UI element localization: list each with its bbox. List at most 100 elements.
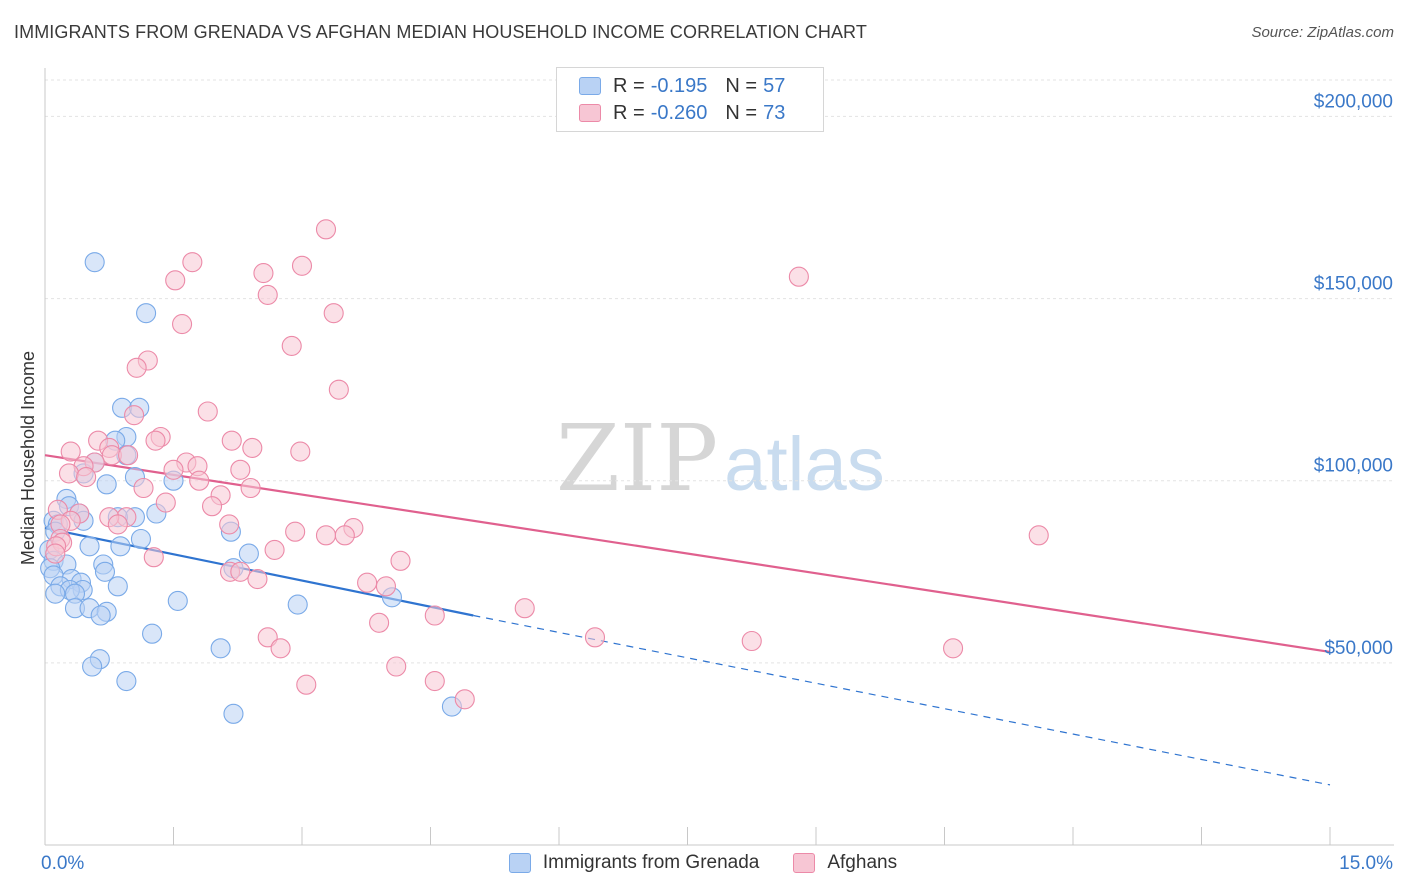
legend-row-grenada: R = -0.195 N = 57: [579, 73, 785, 99]
afghans-point: [454, 689, 475, 710]
afghans-point: [58, 463, 80, 484]
n-value: 57: [763, 74, 786, 97]
afghans-point: [296, 674, 317, 695]
afghans-point: [219, 514, 240, 535]
afghans-point: [257, 627, 278, 648]
y-tick-label: $100,000: [1314, 456, 1393, 477]
grenada-point: [79, 536, 100, 557]
afghans-point: [253, 263, 274, 284]
watermark-atlas: atlas: [724, 422, 885, 507]
afghans-point: [230, 561, 251, 582]
grenada-point: [238, 543, 259, 564]
afghans-point: [315, 525, 337, 546]
data-points: [39, 219, 1049, 724]
afghans-point: [133, 477, 154, 499]
afghans-point: [328, 379, 349, 400]
afghans-point: [76, 467, 97, 488]
afghans-point: [1028, 525, 1049, 546]
watermark: ZIPatlas: [556, 405, 885, 512]
afghans-point: [788, 266, 809, 287]
x-tick-label: 0.0%: [41, 853, 84, 874]
grenada-point: [210, 638, 231, 659]
afghans-point: [118, 445, 139, 466]
x-tick-label: 15.0%: [1339, 853, 1393, 874]
afghans-point: [124, 405, 145, 426]
afghans-point: [257, 284, 278, 305]
afghans-point: [424, 605, 445, 626]
afghans-point: [60, 441, 81, 462]
grenada-point: [223, 703, 244, 724]
afghans-point: [221, 430, 242, 451]
afghans-point: [281, 335, 302, 356]
trend-lines: [44, 454, 1331, 786]
watermark-zip: ZIP: [556, 405, 719, 512]
afghans-point: [145, 430, 166, 451]
grenada-point: [94, 561, 116, 582]
grenada-point: [90, 605, 111, 626]
y-tick-label: $200,000: [1314, 91, 1393, 112]
afghans-point: [126, 357, 147, 378]
grenada-point: [287, 594, 308, 615]
grenada-point: [84, 252, 105, 273]
afghans-point: [264, 539, 285, 560]
n-label: N =: [725, 74, 758, 97]
afghans-point: [323, 303, 344, 324]
grenada-swatch-icon: [579, 77, 601, 95]
grenada-point: [136, 303, 157, 324]
afghans-point: [242, 437, 263, 458]
series-legend: Immigrants from Grenada Afghans: [0, 852, 1406, 874]
grenada-point: [167, 590, 188, 611]
afghans-point: [240, 477, 261, 499]
grenada-point: [45, 583, 66, 604]
grenada-point: [142, 623, 163, 644]
afghans-point: [202, 496, 223, 517]
afghans-point: [45, 543, 66, 564]
legend-row-afghans: R = -0.260 N = 73: [579, 100, 785, 126]
afghans-point: [369, 612, 390, 633]
grenada-point: [116, 671, 137, 692]
r-value: -0.195: [650, 74, 708, 97]
afghans-point: [285, 521, 306, 542]
afghans-point: [334, 525, 355, 546]
source-label: Source: ZipAtlas.com: [1251, 24, 1394, 41]
chart-title: IMMIGRANTS FROM GRENADA VS AFGHAN MEDIAN…: [14, 22, 867, 42]
afghans-point: [143, 547, 164, 568]
afghans-point: [182, 252, 203, 273]
r-label: R =: [613, 74, 645, 97]
afghans-point: [189, 470, 210, 491]
afghans-point: [741, 630, 762, 652]
afghans-swatch-icon: [793, 853, 816, 873]
r-value: -0.260: [650, 101, 708, 124]
trend-line: [44, 454, 1331, 654]
afghans-point: [107, 514, 128, 535]
afghans-point: [315, 219, 337, 240]
axes: [44, 68, 1394, 846]
legend-label: Immigrants from Grenada: [542, 852, 760, 873]
afghans-point: [270, 638, 291, 659]
afghans-point: [155, 492, 176, 513]
afghans-point: [197, 401, 218, 422]
grenada-point: [82, 656, 103, 677]
grenada-swatch-icon: [508, 853, 531, 873]
afghans-point: [247, 569, 268, 590]
afghans-point: [943, 638, 964, 659]
afghans-point: [584, 627, 606, 648]
afghans-point: [165, 270, 186, 291]
afghans-point: [357, 572, 378, 593]
y-tick-label: $150,000: [1314, 274, 1393, 295]
r-label: R =: [613, 101, 645, 124]
grenada-point: [96, 474, 117, 495]
afghans-swatch-icon: [579, 104, 601, 122]
afghans-point: [230, 459, 251, 480]
correlation-legend: R = -0.195 N = 57 R = -0.260 N = 73: [556, 67, 824, 132]
afghans-point: [390, 550, 411, 571]
afghans-point: [163, 459, 184, 480]
afghans-point: [291, 255, 313, 276]
y-tick-label: $50,000: [1324, 638, 1393, 659]
afghans-point: [375, 576, 397, 597]
y-axis-label: Median Household Income: [18, 351, 38, 565]
afghans-point: [172, 314, 193, 335]
legend-item-afghans: Afghans: [793, 852, 897, 874]
grenada-point: [107, 576, 128, 597]
